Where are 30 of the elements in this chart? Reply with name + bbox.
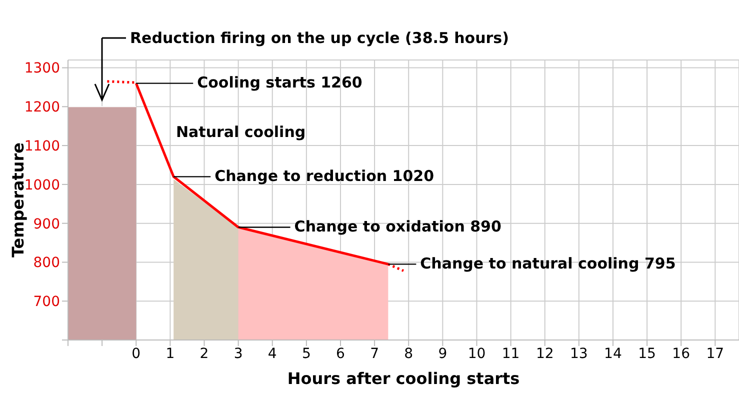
x-tick-label: 9 xyxy=(438,346,448,362)
x-tick-label: 4 xyxy=(268,346,277,362)
annotation: Cooling starts 1260 xyxy=(197,73,362,92)
x-axis-title: Hours after cooling starts xyxy=(287,369,520,388)
x-tick-label: 6 xyxy=(336,346,346,362)
x-tick-label: 8 xyxy=(404,346,414,362)
x-tick-label: 16 xyxy=(672,346,690,362)
annotation: Natural cooling xyxy=(176,123,306,141)
x-tick-label: 2 xyxy=(200,346,209,362)
x-tick-label: 15 xyxy=(638,346,656,362)
y-tick-label: 900 xyxy=(33,216,60,232)
y-tick-label: 1300 xyxy=(24,60,60,77)
annotation: Change to natural cooling 795 xyxy=(420,254,676,272)
x-tick-label: 17 xyxy=(706,346,724,362)
x-tick-label: 12 xyxy=(536,346,554,362)
x-tick-label: 13 xyxy=(570,346,588,362)
y-tick-label: 800 xyxy=(33,255,60,272)
x-tick-label: 10 xyxy=(468,346,486,362)
y-tick-label: 700 xyxy=(33,294,60,310)
x-tick-label: 3 xyxy=(234,346,243,362)
x-tick-label: 7 xyxy=(370,346,380,362)
y-tick-label: 1200 xyxy=(24,100,60,116)
x-tick-label: 1 xyxy=(166,346,175,362)
annotation: Change to reduction 1020 xyxy=(214,166,434,185)
text: Reduction firing on the up cycle (38.5 hours) xyxy=(130,29,509,47)
x-tick-label: 0 xyxy=(132,346,141,362)
annotation: Change to oxidation 890 xyxy=(294,217,502,236)
x-tick-label: 11 xyxy=(502,346,520,362)
x-tick-label: 5 xyxy=(302,346,311,362)
x-tick-label: 14 xyxy=(604,346,622,362)
